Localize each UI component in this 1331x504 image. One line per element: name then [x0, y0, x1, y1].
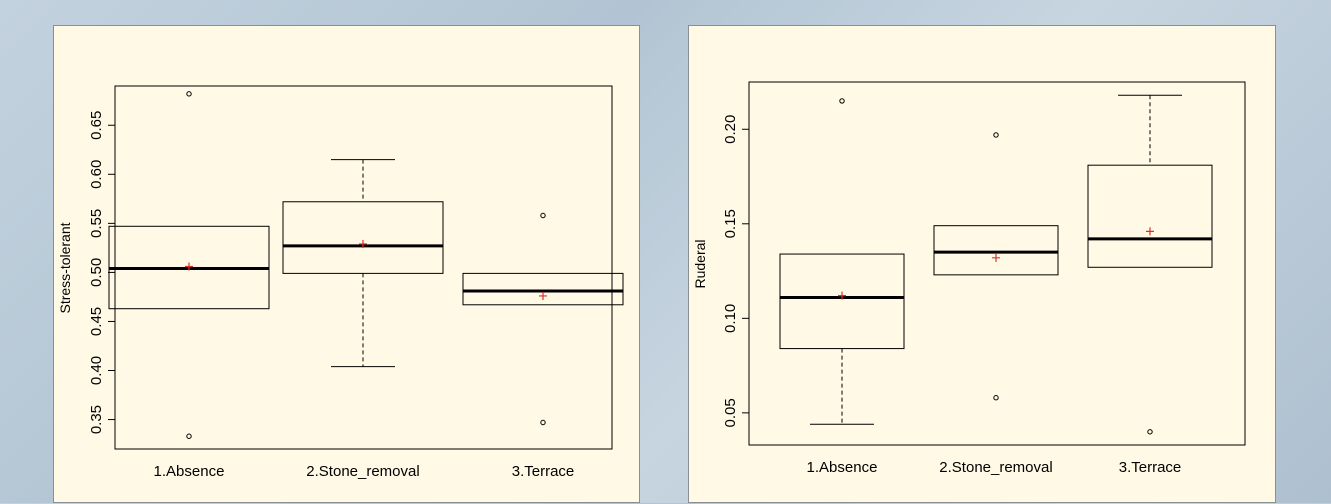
- y-tick-label: 0.35: [88, 405, 105, 434]
- y-tick-label: 0.55: [88, 209, 105, 238]
- x-tick-label: 1.Absence: [154, 463, 225, 480]
- y-axis-label: Stress-tolerant: [57, 222, 73, 313]
- outlier-point: [186, 433, 192, 439]
- box-iqr: [779, 253, 905, 350]
- chart-panel-ruderal: 0.05 0.10 0.15 0.20 Ruderal 1.Absence 2.Stone_…: [688, 25, 1276, 503]
- mean-marker: [1146, 227, 1154, 236]
- chart-panel-stress-tolerant: 0.35 0.40 0.45 0.50 0.55 0.60 0.65 Stress-toler…: [53, 25, 640, 503]
- y-tick-label: 0.15: [722, 209, 739, 238]
- x-tick-label: 2.Stone_removal: [939, 459, 1052, 476]
- x-tick-label: 2.Stone_removal: [306, 463, 419, 480]
- outlier-point: [1147, 429, 1153, 435]
- boxplot-ruderal: 0.05 0.10 0.15 0.20 Ruderal 1.Absence 2.Stone_…: [692, 81, 1246, 476]
- mean-marker: [838, 291, 846, 300]
- plot-frame: [748, 81, 1246, 446]
- box-iqr: [933, 225, 1059, 276]
- y-tick-label: 0.40: [88, 356, 105, 385]
- y-tick-label: 0.45: [88, 307, 105, 336]
- box-iqr: [462, 272, 624, 306]
- box-iqr: [282, 201, 444, 274]
- outlier-point: [186, 91, 192, 97]
- mean-marker: [992, 253, 1000, 262]
- outlier-point: [540, 419, 546, 426]
- y-tick-label: 0.65: [88, 111, 105, 140]
- boxplot-stress-tolerant: 0.35 0.40 0.45 0.50 0.55 0.60 0.65 Stress-toler…: [57, 85, 624, 480]
- outlier-point: [839, 98, 845, 104]
- mean-marker: [539, 291, 547, 300]
- x-tick-label: 3.Terrace: [512, 463, 575, 480]
- x-tick-label: 3.Terrace: [1119, 459, 1182, 476]
- y-tick-label: 0.60: [88, 160, 105, 189]
- y-tick-label: 0.50: [88, 258, 105, 287]
- y-tick-label: 0.05: [722, 398, 739, 427]
- mean-marker: [185, 262, 193, 271]
- outlier-point: [993, 132, 999, 138]
- outlier-point: [993, 395, 999, 401]
- y-axis-label: Ruderal: [692, 239, 708, 288]
- mean-marker: [359, 239, 367, 248]
- y-tick-label: 0.20: [722, 115, 739, 144]
- y-tick-label: 0.10: [722, 304, 739, 333]
- box-iqr: [1087, 164, 1213, 268]
- x-tick-label: 1.Absence: [807, 459, 878, 476]
- outlier-point: [540, 212, 546, 219]
